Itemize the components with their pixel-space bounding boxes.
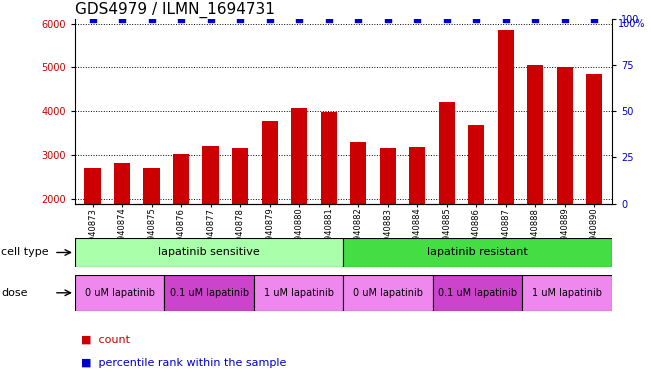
Bar — [344, 275, 433, 311]
Bar — [409, 147, 425, 287]
Point — [530, 16, 540, 22]
Text: cell type: cell type — [1, 247, 49, 258]
Bar — [173, 154, 189, 287]
Bar — [586, 74, 602, 287]
Text: ■  count: ■ count — [81, 335, 130, 345]
Bar — [75, 238, 344, 267]
Bar — [350, 142, 367, 287]
Bar — [202, 146, 219, 287]
Point — [146, 16, 157, 22]
Text: ■  percentile rank within the sample: ■ percentile rank within the sample — [81, 358, 286, 368]
Point — [294, 16, 305, 22]
Point — [235, 16, 245, 22]
Text: 0.1 uM lapatinib: 0.1 uM lapatinib — [169, 288, 249, 298]
Text: 1 uM lapatinib: 1 uM lapatinib — [532, 288, 602, 298]
Text: 0 uM lapatinib: 0 uM lapatinib — [353, 288, 423, 298]
Bar — [85, 169, 101, 287]
Bar — [344, 238, 612, 267]
Text: lapatinib sensitive: lapatinib sensitive — [158, 247, 260, 258]
Bar — [439, 102, 455, 287]
Bar — [291, 108, 307, 287]
Bar — [380, 148, 396, 287]
Point — [176, 16, 186, 22]
Point — [206, 16, 216, 22]
Text: dose: dose — [1, 288, 28, 298]
Bar — [75, 275, 164, 311]
Text: 1 uM lapatinib: 1 uM lapatinib — [264, 288, 334, 298]
Bar — [497, 30, 514, 287]
Point — [353, 16, 363, 22]
Bar — [143, 167, 159, 287]
Point — [87, 16, 98, 22]
Point — [324, 16, 334, 22]
Point — [382, 16, 393, 22]
Bar — [320, 112, 337, 287]
Point — [559, 16, 570, 22]
Point — [412, 16, 422, 22]
Bar — [433, 275, 522, 311]
Bar — [164, 275, 254, 311]
Text: 0 uM lapatinib: 0 uM lapatinib — [85, 288, 155, 298]
Bar — [262, 121, 278, 287]
Bar — [527, 65, 544, 287]
Text: 0.1 uM lapatinib: 0.1 uM lapatinib — [438, 288, 518, 298]
Point — [264, 16, 275, 22]
Text: GDS4979 / ILMN_1694731: GDS4979 / ILMN_1694731 — [75, 2, 275, 18]
Bar — [522, 275, 612, 311]
Point — [589, 16, 600, 22]
Point — [441, 16, 452, 22]
Text: 100%: 100% — [618, 19, 645, 29]
Bar — [254, 275, 344, 311]
Bar — [114, 163, 130, 287]
Bar — [557, 67, 573, 287]
Point — [501, 16, 511, 22]
Bar — [468, 124, 484, 287]
Point — [471, 16, 481, 22]
Bar — [232, 148, 248, 287]
Point — [117, 16, 128, 22]
Text: lapatinib resistant: lapatinib resistant — [427, 247, 528, 258]
